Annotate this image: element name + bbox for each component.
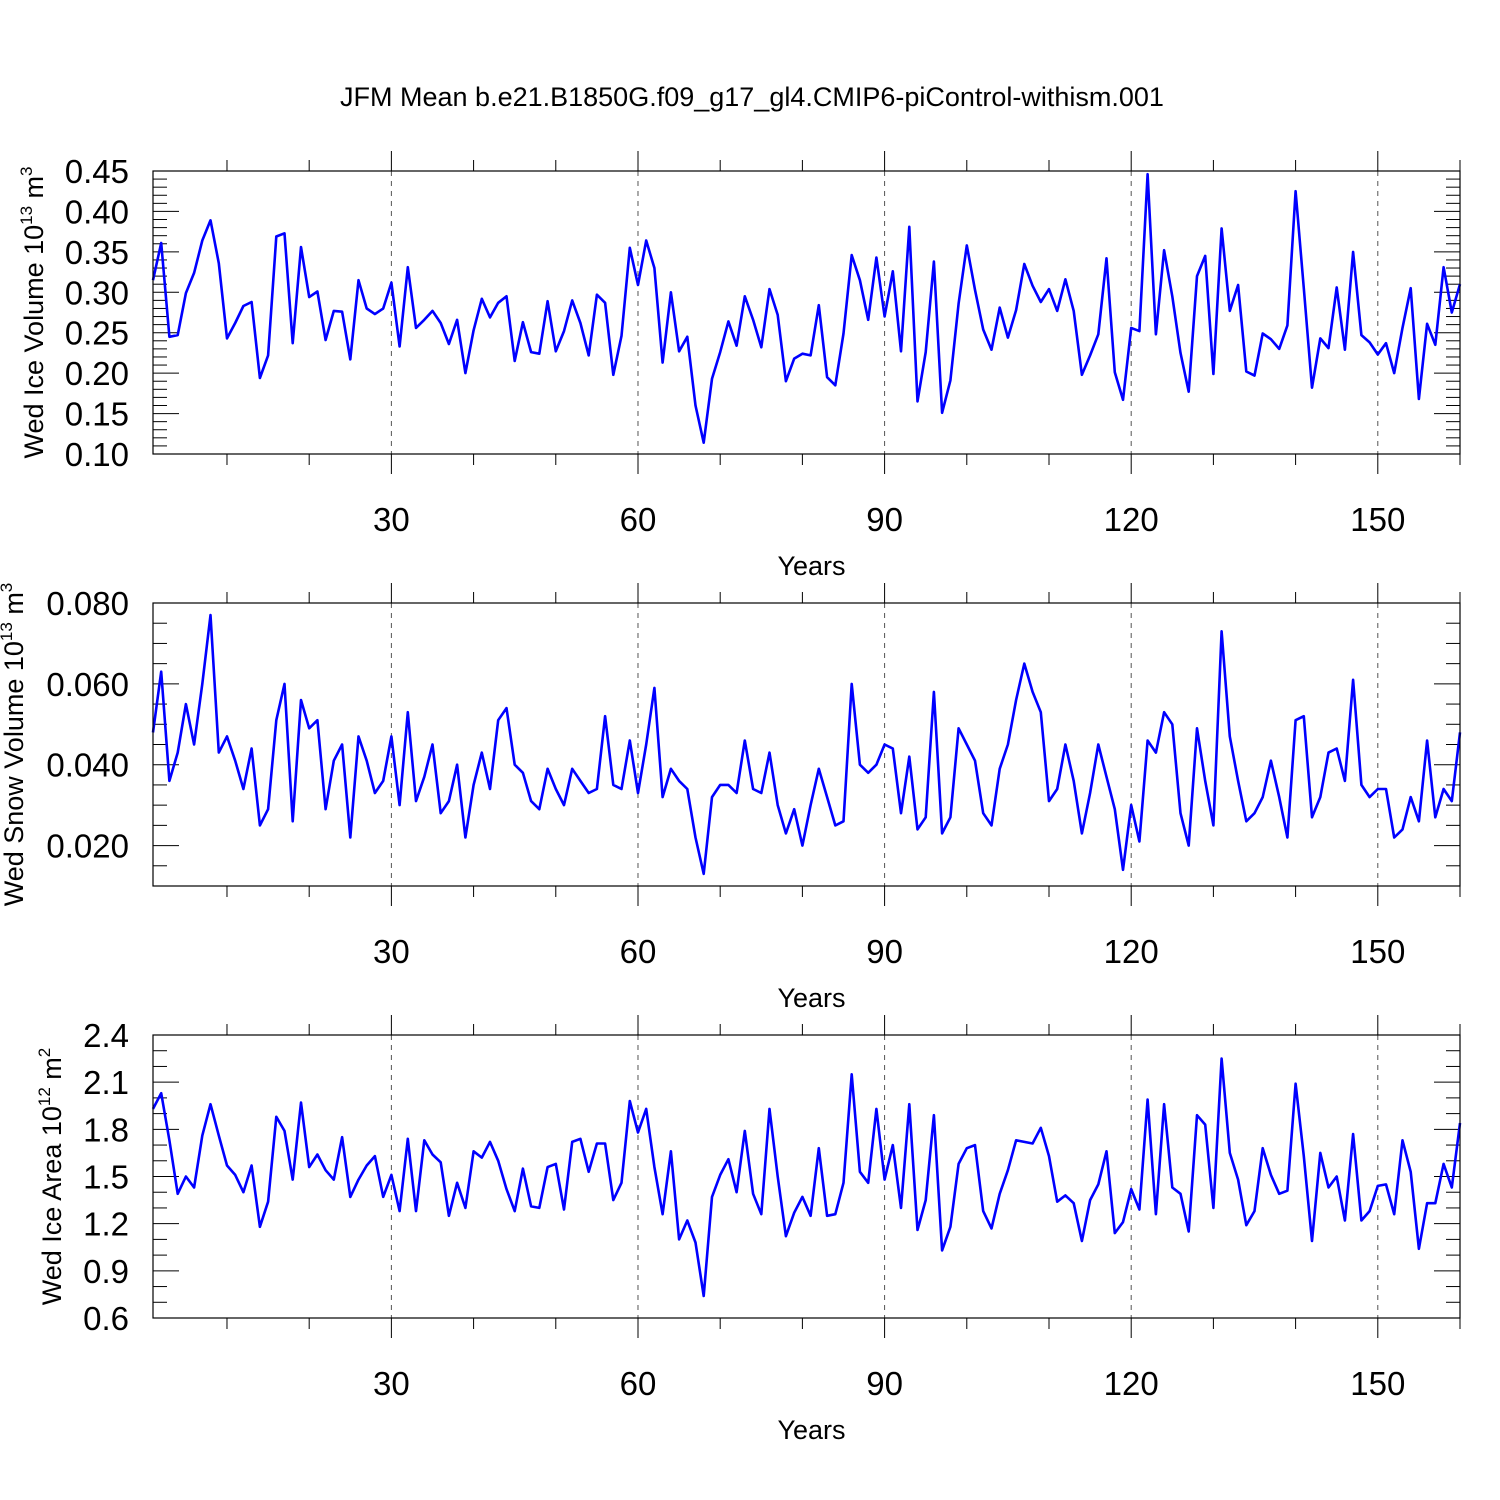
y-axis-title-part: m bbox=[37, 1057, 67, 1087]
y-axis-title-superscript: 3 bbox=[0, 583, 16, 592]
y-tick-label: 0.20 bbox=[65, 355, 129, 392]
x-axis-title: Years bbox=[777, 983, 845, 1013]
y-axis-title-superscript: 13 bbox=[17, 206, 36, 225]
x-tick-label: 60 bbox=[620, 933, 657, 970]
y-tick-label: 0.10 bbox=[65, 436, 129, 473]
x-tick-label: 120 bbox=[1104, 933, 1159, 970]
y-axis-title-superscript: 2 bbox=[35, 1048, 54, 1057]
x-tick-label: 30 bbox=[373, 1365, 410, 1402]
y-tick-label: 0.9 bbox=[83, 1253, 129, 1290]
x-tick-label: 30 bbox=[373, 501, 410, 538]
y-axis-title: Wed Ice Volume 1013 m3 bbox=[17, 166, 49, 458]
plot-frame bbox=[152, 170, 1461, 455]
chart-panels: 0.100.15 0.200.25 0.300.35 0.400.45 30 60 90 12… bbox=[0, 151, 1462, 1445]
y-axis-title-part: m bbox=[0, 592, 29, 622]
y-axis-title: Wed Snow Volume 1013 m3 bbox=[0, 583, 29, 907]
x-tick-label: 60 bbox=[620, 1365, 657, 1402]
y-tick-label: 0.6 bbox=[83, 1300, 129, 1337]
x-tick-label: 90 bbox=[866, 933, 903, 970]
y-tick-label: 0.35 bbox=[65, 234, 129, 271]
panel-ice-area: 0.6 0.9 1.2 1.5 1.8 2.1 2.4 30 60 90 120 150 Years We… bbox=[35, 1015, 1462, 1445]
panel-ice-volume: 0.100.15 0.200.25 0.300.35 0.400.45 30 60 90 12… bbox=[17, 151, 1462, 581]
x-tick-label: 90 bbox=[866, 501, 903, 538]
y-tick-label: 2.4 bbox=[83, 1017, 129, 1054]
y-tick-label: 0.30 bbox=[65, 274, 129, 311]
y-tick-label: 0.040 bbox=[46, 747, 129, 784]
y-axis-title-part: Wed Ice Area 10 bbox=[37, 1106, 67, 1305]
y-axis-title-superscript: 13 bbox=[0, 622, 16, 641]
y-tick-label: 1.2 bbox=[83, 1206, 129, 1243]
series-line-snow-volume bbox=[151, 613, 1462, 876]
y-axis-title-part: Wed Snow Volume 10 bbox=[0, 641, 29, 906]
x-axis-title: Years bbox=[777, 551, 845, 581]
y-tick-label: 0.080 bbox=[46, 585, 129, 622]
plot-frame bbox=[152, 1034, 1461, 1319]
x-tick-label: 150 bbox=[1350, 501, 1405, 538]
series-line-ice-area bbox=[151, 1057, 1462, 1298]
y-tick-label: 0.45 bbox=[65, 153, 129, 190]
y-tick-label: 0.020 bbox=[46, 828, 129, 865]
y-tick-label: 0.15 bbox=[65, 396, 129, 433]
x-tick-label: 60 bbox=[620, 501, 657, 538]
y-axis-title-superscript: 12 bbox=[35, 1087, 54, 1106]
y-tick-label: 1.5 bbox=[83, 1159, 129, 1196]
y-axis-title-part: Wed Ice Volume 10 bbox=[19, 225, 49, 459]
figure-title: JFM Mean b.e21.B1850G.f09_g17_gl4.CMIP6-… bbox=[340, 82, 1164, 112]
x-tick-label: 90 bbox=[866, 1365, 903, 1402]
y-axis-title: Wed Ice Area 1012 m2 bbox=[35, 1048, 67, 1306]
x-tick-label: 150 bbox=[1350, 1365, 1405, 1402]
y-axis-title-superscript: 3 bbox=[17, 166, 36, 175]
y-tick-label: 2.1 bbox=[83, 1064, 129, 1101]
y-tick-label: 0.060 bbox=[46, 666, 129, 703]
x-tick-label: 120 bbox=[1104, 1365, 1159, 1402]
y-tick-label: 0.40 bbox=[65, 193, 129, 230]
y-tick-label: 0.25 bbox=[65, 315, 129, 352]
series-line-ice-volume bbox=[151, 172, 1462, 445]
y-axis-title-part: m bbox=[19, 176, 49, 206]
x-tick-label: 120 bbox=[1104, 501, 1159, 538]
x-axis-title: Years bbox=[777, 1415, 845, 1445]
y-tick-label: 1.8 bbox=[83, 1111, 129, 1148]
plot-frame bbox=[152, 602, 1461, 887]
panel-snow-volume: 0.020 0.040 0.060 0.080 30 60 90 120 150 Years Wed… bbox=[0, 583, 1462, 1013]
x-tick-label: 30 bbox=[373, 933, 410, 970]
x-tick-label: 150 bbox=[1350, 933, 1405, 970]
